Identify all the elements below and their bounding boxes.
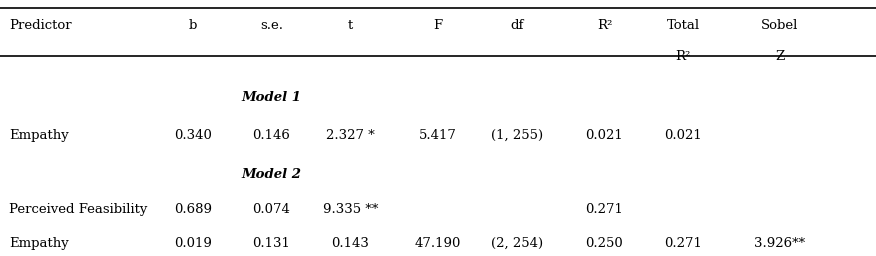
Text: 0.019: 0.019 [173,237,212,250]
Text: Total: Total [667,19,700,32]
Text: R²: R² [675,50,691,63]
Text: 0.689: 0.689 [173,204,212,216]
Text: Z: Z [775,50,784,63]
Text: 5.417: 5.417 [419,129,457,142]
Text: 0.074: 0.074 [252,204,291,216]
Text: Model 1: Model 1 [242,91,301,104]
Text: 0.021: 0.021 [585,129,624,142]
Text: Model 2: Model 2 [242,168,301,180]
Text: F: F [434,19,442,32]
Text: b: b [188,19,197,32]
Text: s.e.: s.e. [260,19,283,32]
Text: Perceived Feasibility: Perceived Feasibility [9,204,147,216]
Text: 9.335 **: 9.335 ** [322,204,378,216]
Text: 2.327 *: 2.327 * [326,129,375,142]
Text: (2, 254): (2, 254) [491,237,543,250]
Text: Predictor: Predictor [9,19,71,32]
Text: Sobel: Sobel [761,19,798,32]
Text: 0.143: 0.143 [331,237,370,250]
Text: 47.190: 47.190 [415,237,461,250]
Text: 0.021: 0.021 [664,129,703,142]
Text: 0.131: 0.131 [252,237,291,250]
Text: 0.271: 0.271 [664,237,703,250]
Text: 0.271: 0.271 [585,204,624,216]
Text: t: t [348,19,353,32]
Text: df: df [510,19,524,32]
Text: 0.146: 0.146 [252,129,291,142]
Text: Empathy: Empathy [9,129,68,142]
Text: (1, 255): (1, 255) [491,129,543,142]
Text: Empathy: Empathy [9,237,68,250]
Text: 0.250: 0.250 [585,237,624,250]
Text: 3.926**: 3.926** [754,237,805,250]
Text: R²: R² [597,19,612,32]
Text: 0.340: 0.340 [173,129,212,142]
